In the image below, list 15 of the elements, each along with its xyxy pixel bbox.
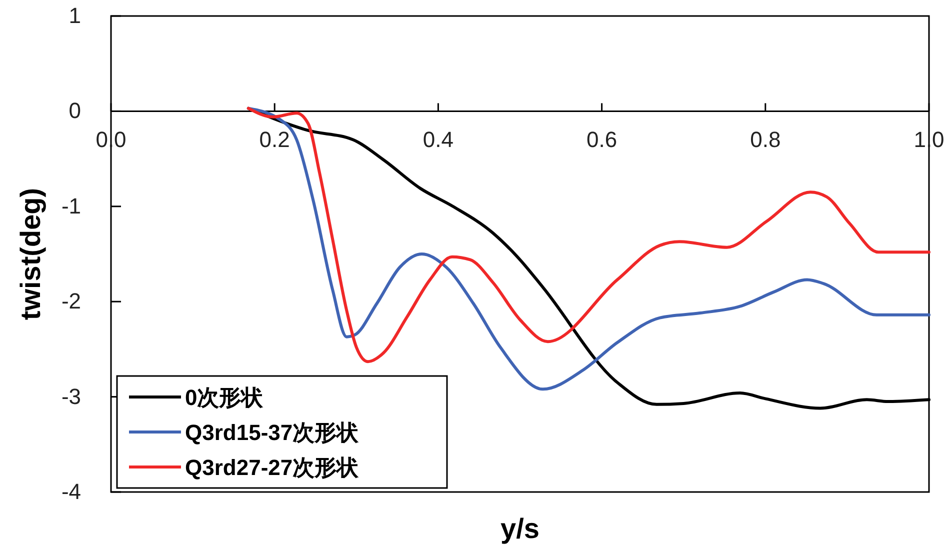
legend-label: 0次形状 — [185, 385, 264, 410]
x-tick-label: 0.2 — [259, 127, 290, 152]
x-tick-label: 0.6 — [586, 127, 618, 152]
x-axis-title: y/s — [500, 513, 540, 544]
y-tick-label: 1 — [68, 3, 81, 28]
y-tick-label: -2 — [61, 288, 81, 314]
legend-label: Q3rd27-27次形状 — [185, 455, 360, 480]
legend-label: Q3rd15-37次形状 — [185, 420, 360, 445]
x-tick-label: 0.4 — [422, 127, 454, 152]
y-tick-label: -1 — [61, 193, 81, 218]
y-tick-label: 0 — [68, 98, 81, 124]
x-tick-label: 0.8 — [750, 127, 781, 152]
y-tick-label: -3 — [61, 384, 81, 409]
y-tick-label: -4 — [61, 479, 81, 504]
y-axis-title: twist(deg) — [15, 188, 46, 320]
